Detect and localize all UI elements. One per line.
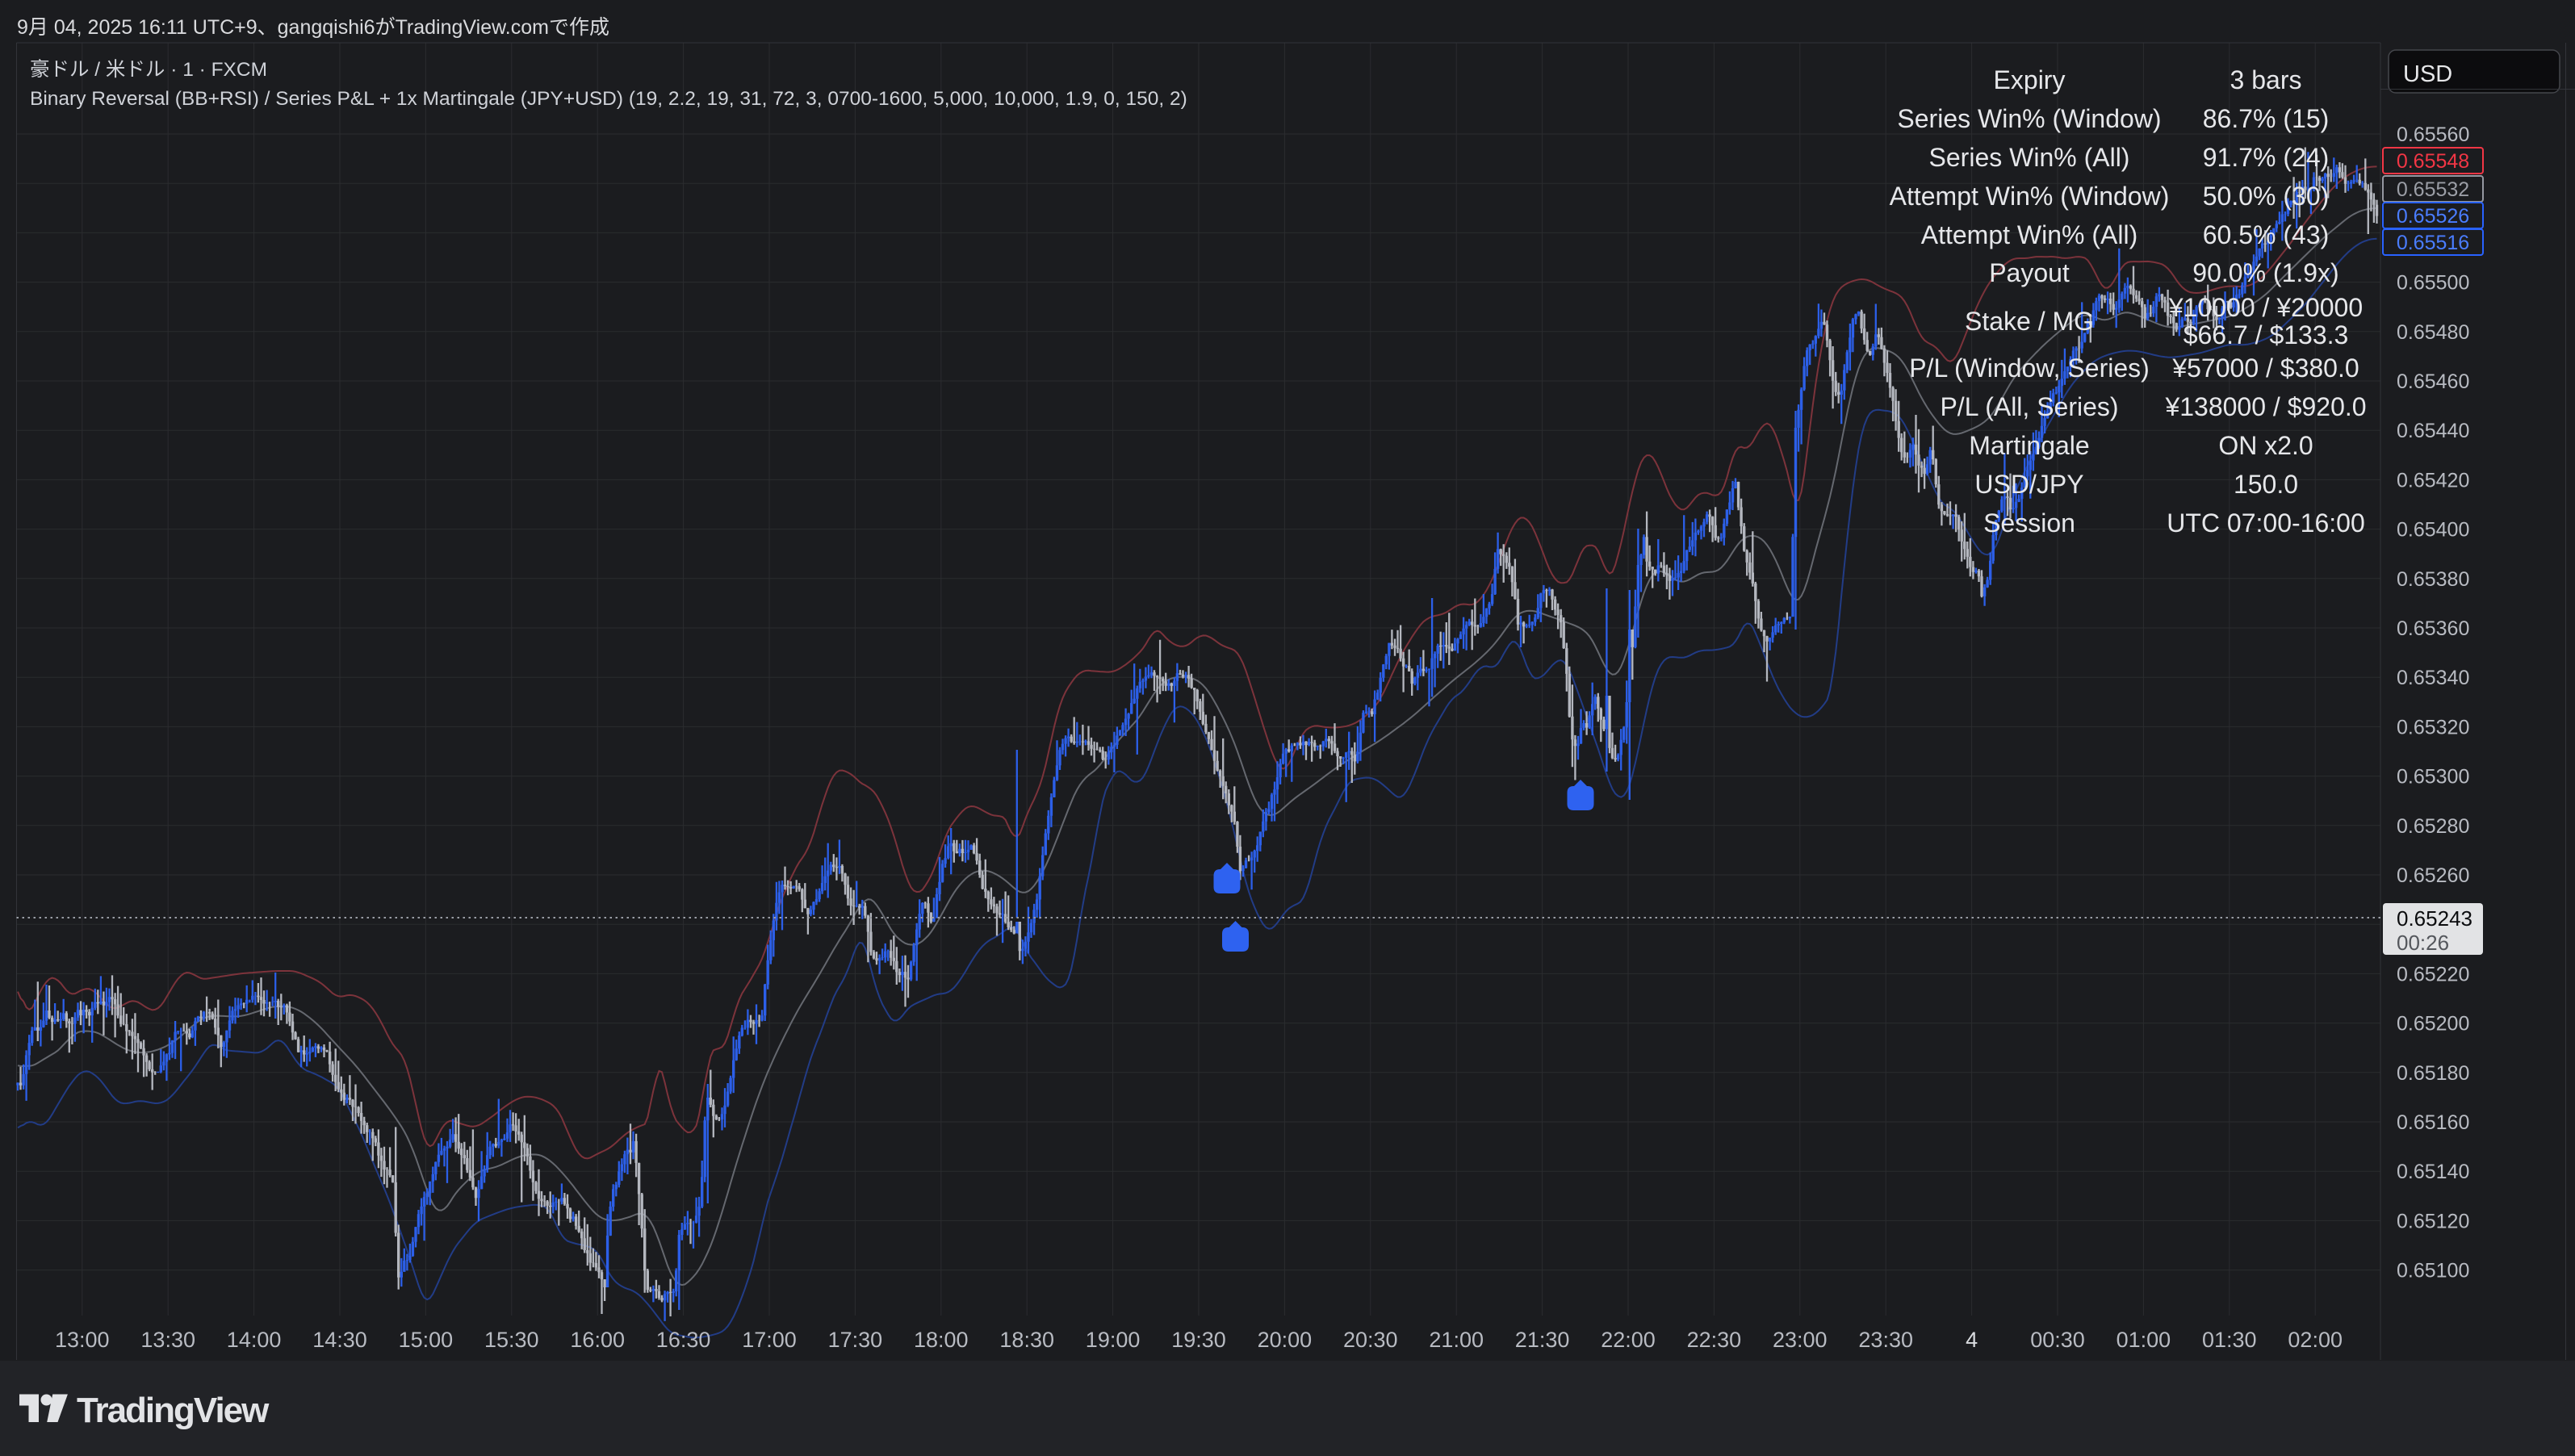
svg-text:0.65560: 0.65560 xyxy=(2397,123,2469,146)
svg-text:0.65120: 0.65120 xyxy=(2397,1210,2469,1232)
svg-text:0.65460: 0.65460 xyxy=(2397,370,2469,393)
svg-text:0.65532: 0.65532 xyxy=(2397,178,2469,201)
svg-text:86.7% (15): 86.7% (15) xyxy=(2203,104,2330,133)
svg-text:Martingale: Martingale xyxy=(1969,431,2089,460)
svg-text:3 bars: 3 bars xyxy=(2230,65,2302,94)
svg-text:Attempt Win% (Window): Attempt Win% (Window) xyxy=(1890,182,2170,211)
svg-text:50.0% (30): 50.0% (30) xyxy=(2203,182,2330,211)
svg-text:0.65340: 0.65340 xyxy=(2397,667,2469,689)
svg-text:0.65280: 0.65280 xyxy=(2397,815,2469,838)
svg-text:21:00: 21:00 xyxy=(1429,1328,1484,1352)
svg-text:01:30: 01:30 xyxy=(2202,1328,2257,1352)
svg-text:23:30: 23:30 xyxy=(1858,1328,1913,1352)
svg-text:0.65480: 0.65480 xyxy=(2397,321,2469,344)
svg-text:02:00: 02:00 xyxy=(2288,1328,2343,1352)
svg-text:00:30: 00:30 xyxy=(2030,1328,2085,1352)
svg-text:USD/JPY: USD/JPY xyxy=(1974,470,2083,499)
svg-text:4: 4 xyxy=(1966,1328,1978,1352)
svg-text:60.5% (43): 60.5% (43) xyxy=(2203,220,2330,249)
svg-text:Series Win% (All): Series Win% (All) xyxy=(1929,143,2130,172)
svg-text:0.65100: 0.65100 xyxy=(2397,1260,2469,1282)
svg-text:P/L (All, Series): P/L (All, Series) xyxy=(1940,392,2118,421)
svg-text:0.65440: 0.65440 xyxy=(2397,420,2469,442)
svg-text:0.65420: 0.65420 xyxy=(2397,469,2469,492)
svg-text:20:30: 20:30 xyxy=(1343,1328,1398,1352)
svg-text:0.65220: 0.65220 xyxy=(2397,963,2469,985)
svg-text:90.0% (1.9x): 90.0% (1.9x) xyxy=(2192,258,2338,287)
svg-text:19:30: 19:30 xyxy=(1171,1328,1226,1352)
svg-text:17:30: 17:30 xyxy=(828,1328,883,1352)
svg-text:21:30: 21:30 xyxy=(1515,1328,1570,1352)
svg-text:Session: Session xyxy=(1983,508,2075,538)
svg-text:20:00: 20:00 xyxy=(1258,1328,1313,1352)
svg-text:14:30: 14:30 xyxy=(312,1328,367,1352)
svg-text:23:00: 23:00 xyxy=(1773,1328,1828,1352)
svg-text:0.65300: 0.65300 xyxy=(2397,766,2469,789)
svg-text:豪ドル / 米ドル · 1 · FXCM: 豪ドル / 米ドル · 1 · FXCM xyxy=(30,58,267,81)
svg-text:15:30: 15:30 xyxy=(484,1328,539,1352)
svg-text:ON x2.0: ON x2.0 xyxy=(2218,431,2313,460)
svg-text:17:00: 17:00 xyxy=(742,1328,797,1352)
svg-text:0.65400: 0.65400 xyxy=(2397,519,2469,542)
svg-text:0.65360: 0.65360 xyxy=(2397,617,2469,640)
svg-text:USD: USD xyxy=(2403,61,2452,87)
svg-text:TradingView: TradingView xyxy=(77,1391,270,1430)
svg-text:0.65140: 0.65140 xyxy=(2397,1161,2469,1183)
svg-text:$66.7 / $133.3: $66.7 / $133.3 xyxy=(2184,320,2349,349)
svg-text:91.7% (24): 91.7% (24) xyxy=(2203,143,2330,172)
svg-text:Payout: Payout xyxy=(1989,258,2070,287)
svg-text:14:00: 14:00 xyxy=(227,1328,282,1352)
svg-text:Attempt Win% (All): Attempt Win% (All) xyxy=(1921,220,2137,249)
svg-text:16:30: 16:30 xyxy=(656,1328,711,1352)
svg-text:Stake / MG: Stake / MG xyxy=(1965,307,2094,336)
svg-text:P/L (Window, Series): P/L (Window, Series) xyxy=(1909,354,2150,383)
svg-text:01:00: 01:00 xyxy=(2117,1328,2171,1352)
svg-text:9月 04, 2025 16:11 UTC+9、gangqi: 9月 04, 2025 16:11 UTC+9、gangqishi6がTradi… xyxy=(17,16,609,39)
svg-text:0.65500: 0.65500 xyxy=(2397,272,2469,295)
svg-text:0.65200: 0.65200 xyxy=(2397,1013,2469,1036)
svg-text:22:00: 22:00 xyxy=(1601,1328,1656,1352)
svg-text:Series Win% (Window): Series Win% (Window) xyxy=(1897,104,2161,133)
svg-text:0.65516: 0.65516 xyxy=(2397,232,2469,254)
svg-text:¥10000 / ¥20000: ¥10000 / ¥20000 xyxy=(2168,293,2363,322)
svg-text:0.65548: 0.65548 xyxy=(2397,150,2469,173)
svg-text:¥138000 / $920.0: ¥138000 / $920.0 xyxy=(2164,392,2366,421)
svg-text:Binary Reversal (BB+RSI) / Ser: Binary Reversal (BB+RSI) / Series P&L + … xyxy=(30,88,1187,110)
svg-text:19:00: 19:00 xyxy=(1086,1328,1141,1352)
svg-text:0.65320: 0.65320 xyxy=(2397,716,2469,738)
svg-text:0.65180: 0.65180 xyxy=(2397,1062,2469,1085)
svg-text:13:30: 13:30 xyxy=(140,1328,195,1352)
svg-text:18:00: 18:00 xyxy=(914,1328,969,1352)
svg-text:15:00: 15:00 xyxy=(399,1328,454,1352)
svg-text:22:30: 22:30 xyxy=(1687,1328,1742,1352)
svg-text:16:00: 16:00 xyxy=(570,1328,625,1352)
svg-text:0.65526: 0.65526 xyxy=(2397,205,2469,228)
svg-text:18:30: 18:30 xyxy=(999,1328,1054,1352)
svg-text:0.65160: 0.65160 xyxy=(2397,1111,2469,1134)
svg-text:13:00: 13:00 xyxy=(55,1328,110,1352)
svg-text:0.65243: 0.65243 xyxy=(2397,906,2472,931)
svg-text:0.65380: 0.65380 xyxy=(2397,568,2469,591)
svg-text:¥57000 / $380.0: ¥57000 / $380.0 xyxy=(2171,354,2359,383)
svg-text:Expiry: Expiry xyxy=(1994,65,2066,94)
svg-text:0.65260: 0.65260 xyxy=(2397,864,2469,887)
svg-text:00:26: 00:26 xyxy=(2397,931,2449,955)
svg-text:UTC 07:00-16:00: UTC 07:00-16:00 xyxy=(2167,508,2364,538)
svg-text:150.0: 150.0 xyxy=(2234,470,2298,499)
